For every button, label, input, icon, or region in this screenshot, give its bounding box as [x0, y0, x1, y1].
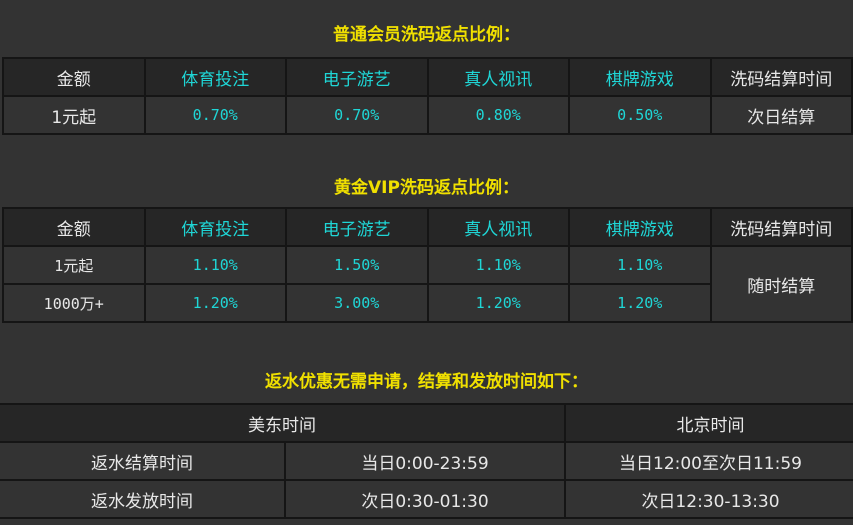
est-cell: 次日0:30-01:30: [284, 479, 566, 519]
header-egames: 电子游艺: [285, 57, 429, 97]
table-row: 返水结算时间 当日0:00-23:59 当日12:00至次日11:59: [0, 441, 853, 481]
table-row: 1000万+ 1.20% 3.00% 1.20% 1.20%: [2, 283, 852, 323]
beijing-cell: 当日12:00至次日11:59: [564, 441, 853, 481]
rebate-table: 美东时间 北京时间 返水结算时间 当日0:00-23:59 当日12:00至次日…: [0, 403, 853, 519]
rate-cell: 0.70%: [143, 95, 287, 135]
beijing-cell: 次日12:30-13:30: [564, 479, 853, 519]
normal-table: 金额 体育投注 电子游艺 真人视讯 棋牌游戏 洗码结算时间 1元起 0.70% …: [2, 57, 853, 135]
row-label: 返水结算时间: [0, 441, 286, 481]
header-beijing-time: 北京时间: [564, 403, 853, 443]
table-row: 返水发放时间 次日0:30-01:30 次日12:30-13:30: [0, 479, 853, 519]
header-amount: 金额: [2, 207, 146, 247]
normal-title: 普通会员洗码返点比例：: [333, 25, 520, 45]
settle-cell: 随时结算: [709, 245, 853, 323]
amount-cell: 1元起: [2, 245, 146, 285]
header-est-time: 美东时间: [0, 403, 566, 443]
amount-cell: 1000万+: [2, 283, 146, 323]
header-settle: 洗码结算时间: [709, 57, 853, 97]
header-live: 真人视讯: [426, 207, 570, 247]
gold-table: 金额 体育投注 电子游艺 真人视讯 棋牌游戏 洗码结算时间 1元起 1.10% …: [2, 207, 853, 323]
header-sports: 体育投注: [143, 57, 287, 97]
table-row: 1元起 1.10% 1.50% 1.10% 1.10% 随时结算: [2, 245, 853, 323]
rate-cell: 1.20%: [568, 283, 712, 323]
rate-cell: 0.50%: [568, 95, 712, 135]
rate-cell: 3.00%: [285, 283, 429, 323]
rate-cell: 0.70%: [285, 95, 429, 135]
rate-cell: 1.20%: [143, 283, 287, 323]
gold-title: 黄金VIP洗码返点比例：: [334, 178, 519, 198]
rate-cell: 1.10%: [426, 245, 570, 285]
header-egames: 电子游艺: [285, 207, 429, 247]
header-cards: 棋牌游戏: [568, 57, 712, 97]
table-row: 1元起 0.70% 0.70% 0.80% 0.50% 次日结算: [2, 95, 853, 135]
rate-cell: 1.10%: [143, 245, 287, 285]
rate-cell: 1.20%: [426, 283, 570, 323]
rate-cell: 0.80%: [426, 95, 570, 135]
header-cards: 棋牌游戏: [568, 207, 712, 247]
rebate-title: 返水优惠无需申请，结算和发放时间如下：: [265, 372, 588, 392]
header-amount: 金额: [2, 57, 146, 97]
row-label: 返水发放时间: [0, 479, 286, 519]
est-cell: 当日0:00-23:59: [284, 441, 566, 481]
header-live: 真人视讯: [426, 57, 570, 97]
rate-cell: 1.10%: [568, 245, 712, 285]
header-settle: 洗码结算时间: [709, 207, 853, 247]
amount-cell: 1元起: [2, 95, 146, 135]
settle-cell: 次日结算: [709, 95, 853, 135]
rate-cell: 1.50%: [285, 245, 429, 285]
header-sports: 体育投注: [143, 207, 287, 247]
